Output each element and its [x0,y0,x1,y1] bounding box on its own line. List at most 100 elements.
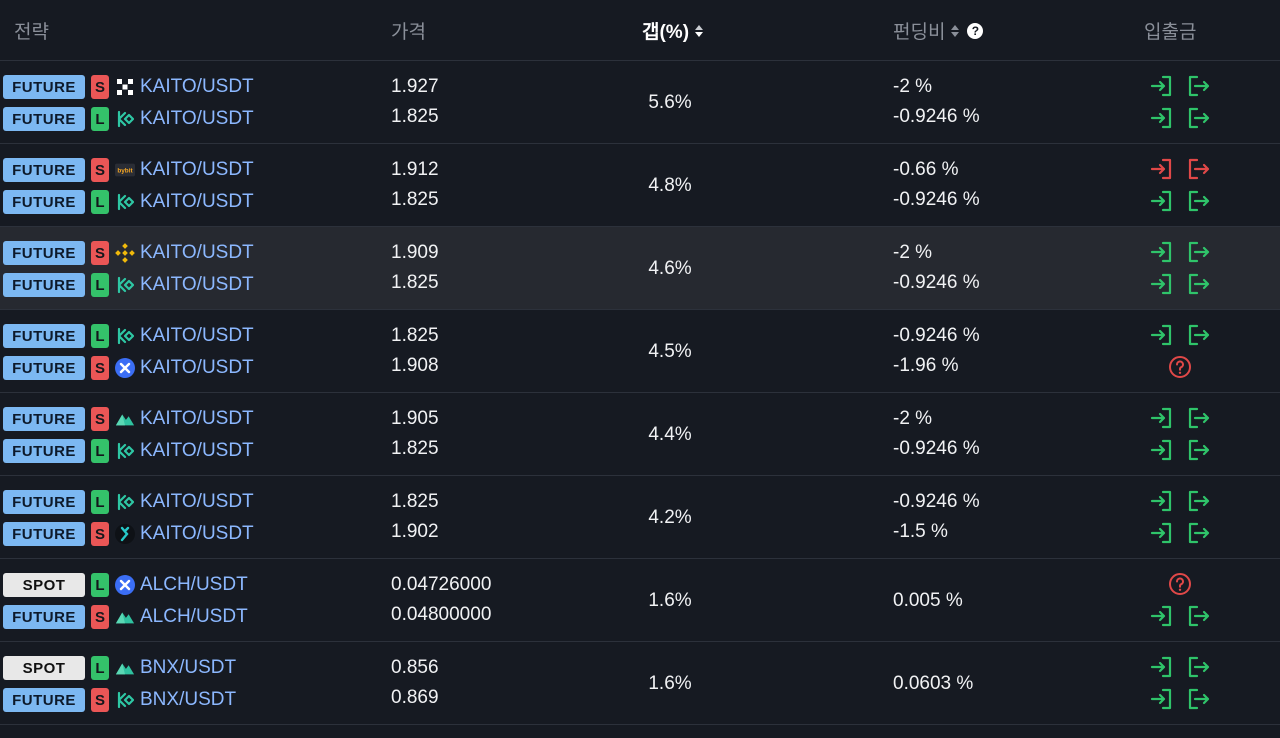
deposit-icon[interactable] [1148,72,1176,100]
deposit-icon[interactable] [1148,685,1176,713]
market-type-badge: FUTURE [3,490,85,514]
withdraw-icon[interactable] [1184,519,1212,547]
funding-rate-value: -0.9246 % [893,106,980,127]
trading-pair-link[interactable]: KAITO/USDT [140,159,254,180]
funding-rate-value: -0.9246 % [893,325,980,346]
withdraw-icon[interactable] [1184,487,1212,515]
price-value: 1.927 [391,76,439,97]
status-unknown-icon[interactable] [1166,570,1194,598]
price-value: 1.905 [391,408,439,429]
trading-pair-link[interactable]: KAITO/USDT [140,523,254,544]
withdraw-icon[interactable] [1184,436,1212,464]
sort-icon[interactable] [951,24,960,37]
deposit-icon[interactable] [1148,187,1176,215]
deposit-icon[interactable] [1148,321,1176,349]
kucoin-icon [115,492,135,512]
okx-icon [115,77,135,97]
bybit-icon: bybit [115,160,135,180]
trading-pair-link[interactable]: KAITO/USDT [140,408,254,429]
trading-pair-link[interactable]: KAITO/USDT [140,242,254,263]
table-row[interactable]: FUTURE L KAITO/USDT 1.825 -0.9246 % FUTURE S KA… [0,310,1280,393]
table-row[interactable]: SPOT L ALCH/USDT 0.04726000 FUTURE S ALCH/USDT… [0,559,1280,642]
market-type-badge: FUTURE [3,241,85,265]
table-row[interactable]: FUTURE S KAITO/USDT 1.909 -2 % FUTURE L KAITO/U… [0,227,1280,310]
trading-pair-link[interactable]: ALCH/USDT [140,606,248,627]
market-type-badge: FUTURE [3,158,85,182]
deposit-icon[interactable] [1148,270,1176,298]
trading-pair-link[interactable]: KAITO/USDT [140,274,254,295]
transfer-actions [1145,72,1215,100]
help-icon[interactable]: ? [967,22,984,39]
withdraw-icon[interactable] [1184,270,1212,298]
deposit-icon[interactable] [1148,238,1176,266]
table-row[interactable]: FUTURE S KAITO/USDT 1.927 -2 % FUTURE L KAITO/U… [0,61,1280,144]
trading-pair-link[interactable]: KAITO/USDT [140,491,254,512]
strategy-leg: FUTURE L KAITO/USDT [0,438,254,464]
deposit-icon[interactable] [1148,404,1176,432]
price-value: 1.825 [391,189,439,210]
kucoin-icon [115,192,135,212]
deposit-icon[interactable] [1148,653,1176,681]
withdraw-icon[interactable] [1184,238,1212,266]
market-type-badge: FUTURE [3,273,85,297]
funding-rate-value: -1.96 % [893,355,959,376]
header-funding-sort[interactable]: 펀딩비 ? [893,0,984,61]
deposit-icon[interactable] [1148,104,1176,132]
withdraw-icon[interactable] [1184,187,1212,215]
trading-pair-link[interactable]: BNX/USDT [140,657,237,678]
market-type-badge: FUTURE [3,356,85,380]
price-value: 1.909 [391,242,439,263]
deposit-icon[interactable] [1148,487,1176,515]
deposit-icon[interactable] [1148,436,1176,464]
sort-icon[interactable] [695,24,704,37]
strategy-leg: FUTURE S BNX/USDT [0,687,236,713]
strategy-leg: FUTURE S KAITO/USDT [0,240,254,266]
cross-exchange-icon [115,358,135,378]
status-unknown-icon[interactable] [1166,353,1194,381]
table-row[interactable]: FUTURE S KAITO/USDT 1.905 -2 % FUTURE L KAITO/U… [0,393,1280,476]
trading-pair-link[interactable]: KAITO/USDT [140,108,254,129]
trading-pair-link[interactable]: KAITO/USDT [140,191,254,212]
market-type-badge: FUTURE [3,190,85,214]
deposit-icon[interactable] [1148,519,1176,547]
withdraw-icon[interactable] [1184,321,1212,349]
withdraw-icon[interactable] [1184,685,1212,713]
deposit-icon[interactable] [1148,155,1176,183]
gap-percent: 4.6% [648,257,692,279]
trading-pair-link[interactable]: KAITO/USDT [140,357,254,378]
transfer-actions [1145,602,1215,630]
header-gap-sort[interactable]: 갭(%) [642,0,704,61]
deposit-icon[interactable] [1148,602,1176,630]
transfer-actions [1145,570,1215,598]
withdraw-icon[interactable] [1184,602,1212,630]
funding-rate-value: -2 % [893,76,933,97]
table-header: 전략 가격 갭(%) 펀딩비 ? 입출금 [0,0,1280,61]
trading-pair-link[interactable]: KAITO/USDT [140,76,254,97]
withdraw-icon[interactable] [1184,155,1212,183]
table-row[interactable]: SPOT L BNX/USDT 0.856 FUTURE S BNX/USDT 0.869 1.… [0,642,1280,725]
header-deposit: 입출금 [1144,22,1197,43]
position-side-badge: L [91,324,109,348]
trading-pair-link[interactable]: ALCH/USDT [140,574,248,595]
price-value: 0.04800000 [391,604,492,625]
table-row[interactable]: FUTURE L KAITO/USDT 1.825 -0.9246 % FUTURE S KA… [0,476,1280,559]
strategy-leg: FUTURE L KAITO/USDT [0,323,254,349]
withdraw-icon[interactable] [1184,104,1212,132]
withdraw-icon[interactable] [1184,404,1212,432]
trading-pair-link[interactable]: KAITO/USDT [140,440,254,461]
position-side-badge: S [91,241,109,265]
trading-pair-link[interactable]: KAITO/USDT [140,325,254,346]
position-side-badge: L [91,190,109,214]
withdraw-icon[interactable] [1184,72,1212,100]
market-type-badge: SPOT [3,656,85,680]
svg-text:bybit: bybit [117,168,133,175]
transfer-actions [1145,238,1215,266]
withdraw-icon[interactable] [1184,653,1212,681]
gap-percent: 4.5% [648,340,692,362]
trading-pair-link[interactable]: BNX/USDT [140,689,237,710]
funding-rate-value: 0.0603 % [893,673,974,694]
price-value: 1.825 [391,491,439,512]
transfer-actions [1145,685,1215,713]
price-value: 1.902 [391,521,439,542]
